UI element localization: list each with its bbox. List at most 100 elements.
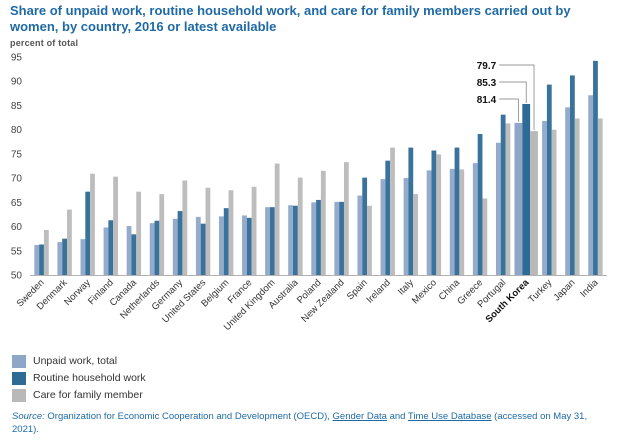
- x-tick-label: India: [578, 277, 601, 300]
- bar: [182, 180, 188, 275]
- bar: [542, 120, 547, 275]
- y-tick-label: 65: [11, 198, 23, 209]
- legend-label: Unpaid work, total: [33, 355, 118, 367]
- x-tick-label: Turkey: [526, 277, 554, 305]
- bar: [311, 202, 317, 275]
- bar: [551, 129, 557, 275]
- bar: [242, 215, 247, 275]
- bar: [126, 226, 132, 275]
- legend-label: Care for family member: [33, 389, 143, 401]
- data-label: 79.7: [477, 61, 497, 72]
- leader-line: [499, 98, 519, 122]
- bar: [390, 147, 395, 275]
- bar: [343, 162, 349, 275]
- x-axis-labels: SwedenDenmarkNorwayFinlandCanadaNetherla…: [15, 277, 601, 333]
- bar: [334, 201, 340, 275]
- bar: [57, 242, 63, 275]
- bar: [293, 205, 298, 275]
- bar: [436, 154, 442, 275]
- bar: [288, 205, 294, 275]
- bar: [454, 147, 460, 275]
- y-tick-label: 50: [11, 271, 23, 282]
- bar: [265, 207, 270, 275]
- bar: [385, 160, 391, 275]
- y-tick-label: 80: [11, 125, 23, 136]
- bar: [274, 163, 280, 275]
- source-text: Organization for Economic Cooperation an…: [47, 411, 330, 422]
- x-tick-label: Mexico: [410, 277, 439, 306]
- legend-swatch: [12, 389, 26, 402]
- bar: [472, 163, 478, 275]
- bar: [80, 239, 86, 275]
- source-text: (accessed on May 31, 2021).: [12, 411, 588, 435]
- bar: [408, 147, 414, 275]
- bar: [569, 75, 575, 275]
- bar: [505, 123, 511, 276]
- bar: [269, 207, 275, 275]
- y-tick-label: 70: [11, 174, 23, 185]
- bar: [367, 205, 372, 275]
- bar-chart: 50 55 60 65 70 75 80 85 90 95 SwedenDenmarkNorway…: [11, 53, 607, 333]
- y-tick-label: 55: [11, 246, 23, 257]
- bar: [500, 114, 506, 276]
- bar: [514, 122, 523, 275]
- bar: [426, 170, 432, 275]
- y-tick-label: 85: [11, 101, 23, 112]
- leader-line: [499, 64, 535, 131]
- y-tick-label: 95: [11, 53, 23, 64]
- bar: [131, 234, 137, 275]
- bar: [380, 179, 386, 275]
- bar: [177, 211, 183, 275]
- bars: [34, 60, 603, 276]
- bar: [228, 190, 234, 275]
- bar: [246, 217, 252, 275]
- bar: [223, 208, 229, 275]
- bar: [320, 170, 326, 275]
- bar: [172, 218, 178, 275]
- bar: [459, 169, 465, 275]
- bar: [67, 209, 72, 275]
- bar: [90, 173, 95, 275]
- data-label: 85.3: [477, 78, 497, 89]
- leader-line: [499, 81, 527, 103]
- x-tick-label: Japan: [551, 277, 577, 303]
- bar: [108, 220, 114, 275]
- source-note: Source: Organization for Economic Cooper…: [12, 410, 612, 436]
- legend-swatch: [12, 355, 26, 368]
- bar: [362, 177, 368, 275]
- bar: [495, 142, 501, 275]
- y-axis-label: percent of total: [10, 38, 79, 48]
- bar: [403, 178, 409, 275]
- bar: [297, 177, 303, 275]
- bar: [413, 194, 419, 275]
- bar: [159, 194, 165, 275]
- bar: [449, 168, 455, 275]
- bar: [593, 60, 598, 275]
- y-tick-label: 75: [11, 149, 23, 160]
- bar: [477, 134, 483, 275]
- chart-title: Share of unpaid work, routine household …: [10, 3, 571, 34]
- bar: [154, 220, 160, 275]
- y-axis: 50 55 60 65 70 75 80 85 90 95: [11, 53, 607, 282]
- bar: [103, 227, 109, 275]
- bar: [597, 118, 603, 276]
- x-tick-label: Ireland: [365, 277, 393, 305]
- bar: [357, 195, 363, 275]
- gender-data-link[interactable]: Gender Data: [332, 411, 387, 422]
- bar: [546, 84, 552, 275]
- bar: [218, 216, 224, 275]
- bar: [588, 95, 594, 276]
- bar: [522, 103, 531, 276]
- time-use-database-link[interactable]: Time Use Database: [407, 411, 492, 422]
- bar: [251, 186, 257, 275]
- bar: [339, 201, 344, 275]
- bar: [195, 216, 201, 275]
- bar: [431, 150, 437, 275]
- source-text: and: [389, 411, 406, 422]
- bar: [316, 199, 321, 275]
- bar: [200, 223, 206, 275]
- bar: [565, 107, 570, 275]
- bar: [62, 238, 68, 275]
- bar: [136, 191, 142, 275]
- y-tick-label: 60: [11, 222, 23, 233]
